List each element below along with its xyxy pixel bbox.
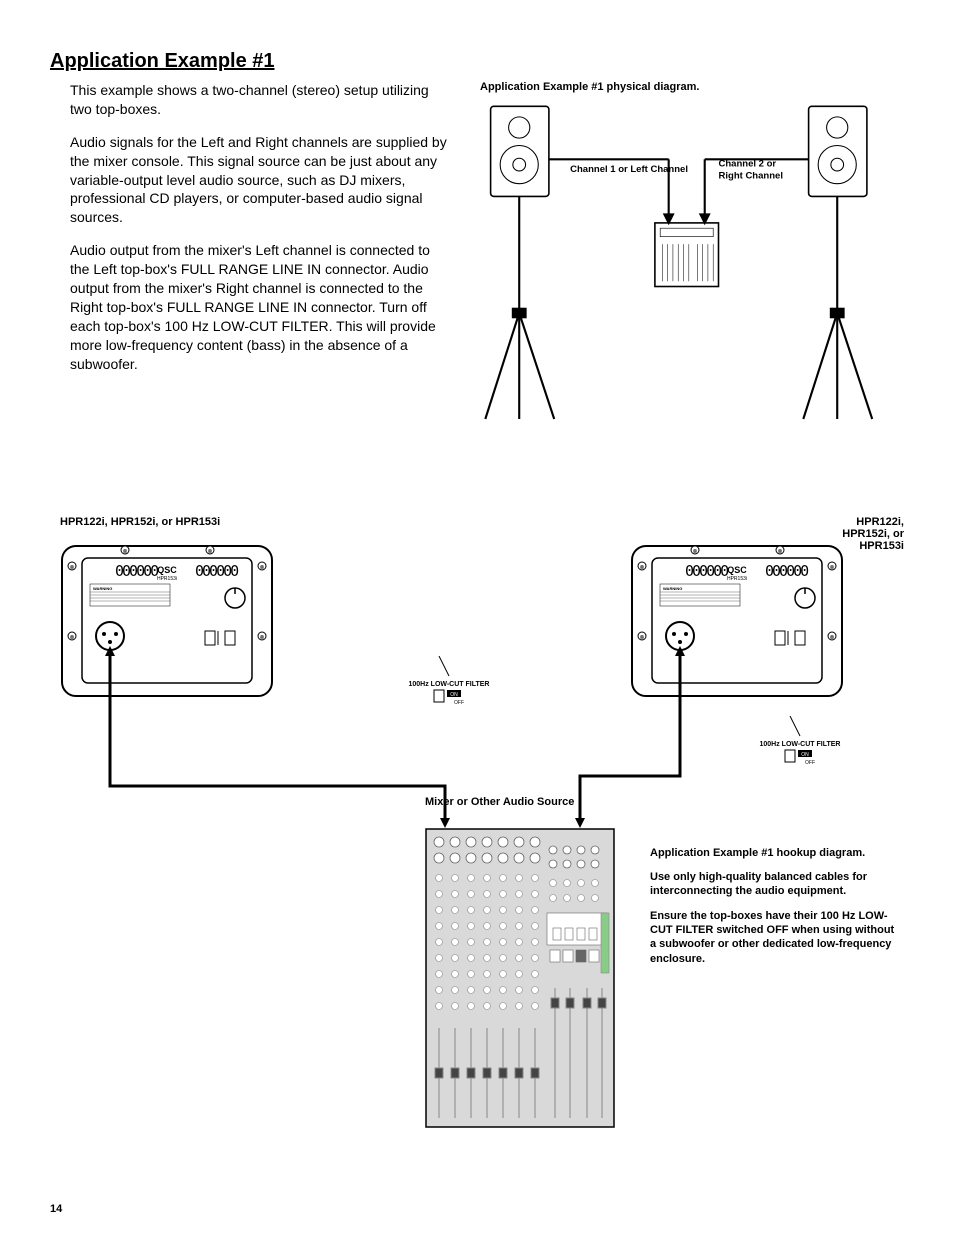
svg-text:ON: ON [451,692,459,698]
speaker-panel-left: ⊗ ⊗ ⊗ ⊗ ⊗ ⊗ 000000 000000 QSC HPR153i WA… [60,536,494,721]
svg-text:⊗: ⊗ [259,565,264,571]
page-heading: Application Example #1 [50,50,904,73]
svg-text:000000: 000000 [685,562,729,580]
mixer-icon [655,223,719,287]
channel-left-label: Channel 1 or Left Channel [570,164,688,175]
physical-diagram-svg: Channel 1 or Left Channel Channel 2 or R… [480,101,904,451]
svg-text:⊗: ⊗ [122,549,127,555]
hookup-notes: Application Example #1 hookup diagram. U… [650,846,900,976]
svg-text:QSC: QSC [157,565,177,575]
svg-text:⊗: ⊗ [777,549,782,555]
physical-diagram-caption: Application Example #1 physical diagram. [480,81,904,93]
speaker-panel-right: ⊗ ⊗ ⊗ ⊗ ⊗ ⊗ 000000 000000 QSC HPR153i WA… [630,536,904,781]
svg-text:OFF: OFF [454,700,464,706]
svg-text:⊗: ⊗ [69,635,74,641]
mixer-console-icon [425,828,615,1133]
svg-text:⊗: ⊗ [259,635,264,641]
svg-text:100Hz LOW-CUT FILTER: 100Hz LOW-CUT FILTER [759,741,840,748]
svg-text:⊗: ⊗ [69,565,74,571]
svg-text:HPR153i: HPR153i [727,576,747,582]
left-speaker-icon [485,106,554,419]
svg-text:100Hz LOW-CUT FILTER: 100Hz LOW-CUT FILTER [409,681,490,688]
channel-right-label-1: Channel 2 or [718,159,776,170]
physical-diagram: Application Example #1 physical diagram. [480,81,904,456]
svg-text:000000: 000000 [115,562,159,580]
svg-text:000000: 000000 [195,562,239,580]
page-number: 14 [50,1203,62,1215]
svg-text:WARNING: WARNING [663,586,682,591]
hookup-note: Use only high-quality balanced cables fo… [650,870,900,899]
svg-text:⊗: ⊗ [639,565,644,571]
svg-text:⊗: ⊗ [207,549,212,555]
svg-text:⊗: ⊗ [829,565,834,571]
hookup-caption: Application Example #1 hookup diagram. [650,846,900,860]
svg-text:⊗: ⊗ [692,549,697,555]
svg-text:HPR153i: HPR153i [157,576,177,582]
top-section: This example shows a two-channel (stereo… [50,81,904,456]
hookup-note: Ensure the top-boxes have their 100 Hz L… [650,909,900,966]
svg-text:⊗: ⊗ [639,635,644,641]
svg-text:QSC: QSC [727,565,747,575]
channel-right-label-2: Right Channel [718,170,783,181]
svg-text:OFF: OFF [805,760,815,766]
paragraph: Audio output from the mixer's Left chann… [70,241,450,373]
svg-text:000000: 000000 [765,562,809,580]
paragraph: This example shows a two-channel (stereo… [70,81,450,119]
right-speaker-icon [803,106,872,419]
svg-text:ON: ON [801,752,809,758]
svg-text:WARNING: WARNING [93,586,112,591]
hookup-diagram: HPR122i, HPR152i, or HPR153i HPR122i, HP… [50,516,904,1136]
paragraph: Audio signals for the Left and Right cha… [70,133,450,227]
mixer-label: Mixer or Other Audio Source [425,796,574,808]
body-text-column: This example shows a two-channel (stereo… [50,81,450,456]
svg-text:⊗: ⊗ [829,635,834,641]
panel-label-left: HPR122i, HPR152i, or HPR153i [60,516,220,528]
